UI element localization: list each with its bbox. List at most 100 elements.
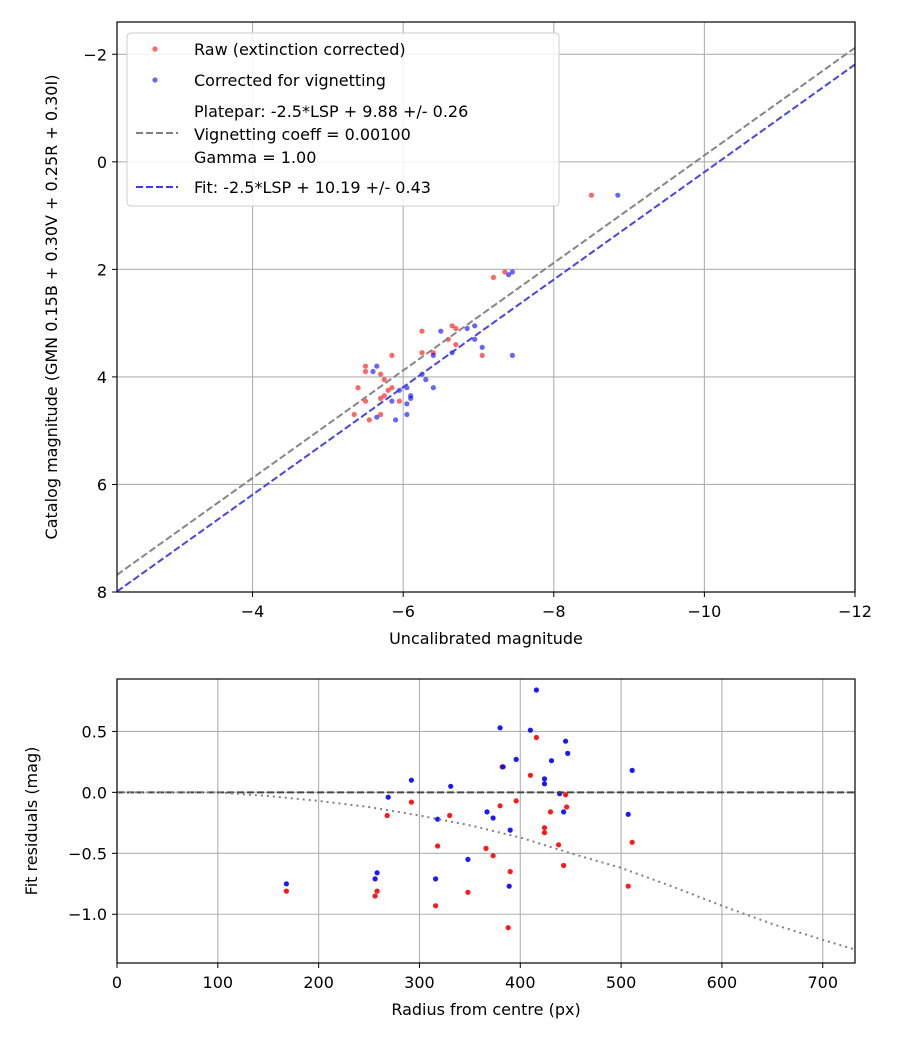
plot-area xyxy=(117,687,855,951)
data-point xyxy=(509,269,515,275)
y-tick-label: 0.0 xyxy=(82,783,107,802)
data-point xyxy=(541,776,548,782)
data-point xyxy=(355,385,361,391)
plot-frame xyxy=(116,678,856,964)
data-point xyxy=(507,869,513,875)
data-point xyxy=(472,323,478,329)
y-tick-label: 0 xyxy=(97,153,107,172)
data-point xyxy=(389,385,395,391)
data-point xyxy=(465,889,471,895)
data-point xyxy=(385,794,391,800)
data-point xyxy=(629,767,635,774)
y-tick-label: 4 xyxy=(97,368,107,387)
data-point xyxy=(615,192,621,198)
legend-label-fit: Fit: -2.5*LSP + 10.19 +/- 0.43 xyxy=(194,178,431,197)
data-point xyxy=(430,352,436,358)
data-point xyxy=(527,772,534,778)
data-point xyxy=(588,192,595,198)
data-point xyxy=(389,352,395,358)
data-point xyxy=(505,925,511,931)
data-point xyxy=(464,325,470,332)
data-point xyxy=(541,830,548,836)
x-tick-label: −12 xyxy=(838,602,872,621)
y-tick-label: −2 xyxy=(83,45,107,64)
data-point xyxy=(438,328,444,334)
data-point xyxy=(419,328,425,334)
data-point xyxy=(483,845,489,852)
data-point xyxy=(351,411,357,418)
data-point xyxy=(527,727,534,733)
data-point xyxy=(381,393,387,399)
data-point xyxy=(396,398,402,404)
data-point xyxy=(404,411,410,418)
series-line-3 xyxy=(117,791,855,951)
data-point xyxy=(447,812,453,819)
legend-label-platepar-line: Platepar: -2.5*LSP + 9.88 +/- 0.26 xyxy=(194,102,468,121)
data-point xyxy=(435,816,441,822)
x-axis-label: Uncalibrated magnitude xyxy=(389,629,583,648)
data-point xyxy=(430,385,436,391)
data-point xyxy=(433,876,439,882)
data-point xyxy=(507,827,513,833)
data-point xyxy=(374,888,380,894)
data-point xyxy=(433,903,439,909)
data-point xyxy=(384,812,390,819)
data-point xyxy=(378,395,384,401)
data-point xyxy=(449,323,455,329)
x-tick-label: −6 xyxy=(391,602,415,621)
y-tick-label: −1.0 xyxy=(68,905,107,924)
legend-box xyxy=(126,32,560,207)
legend-label-platepar-line: Gamma = 1.00 xyxy=(194,148,316,167)
data-point xyxy=(564,804,570,810)
y-axis-label: Catalog magnitude (GMN 0.15B + 0.30V + 0… xyxy=(42,75,61,540)
x-tick-label: 200 xyxy=(303,973,334,992)
data-point xyxy=(479,344,485,350)
data-point xyxy=(448,783,454,789)
data-point xyxy=(381,377,387,383)
data-point xyxy=(556,842,562,848)
legend-marker-raw xyxy=(152,46,158,52)
data-point xyxy=(513,798,519,804)
data-point xyxy=(283,888,289,894)
x-tick-label: −8 xyxy=(542,602,566,621)
data-point xyxy=(362,398,369,404)
data-point xyxy=(472,336,478,342)
residuals-chart: 0 100 200 300 400 500 600 700 −1.0 −0.5 0.0 0.5 Radi… xyxy=(22,678,856,1019)
y-tick-label: 0.5 xyxy=(82,722,107,741)
data-point xyxy=(479,352,485,358)
data-point xyxy=(561,862,567,869)
data-point xyxy=(497,725,503,731)
data-point xyxy=(435,843,441,849)
y-tick-label: −0.5 xyxy=(68,844,107,863)
plot-area xyxy=(117,46,855,592)
data-point xyxy=(490,853,496,859)
data-point xyxy=(362,363,369,369)
data-point xyxy=(465,856,471,863)
y-tick-label: 2 xyxy=(97,260,107,279)
data-point xyxy=(565,750,571,757)
data-point xyxy=(548,758,555,764)
data-point xyxy=(393,417,399,423)
data-point xyxy=(378,371,384,377)
data-point xyxy=(453,325,459,332)
data-point xyxy=(408,395,414,401)
legend: Raw (extinction corrected) Corrected for … xyxy=(126,32,560,207)
x-tick-label: 700 xyxy=(807,973,838,992)
data-point xyxy=(372,876,378,882)
data-point xyxy=(490,274,497,280)
data-point xyxy=(423,377,429,383)
legend-label-platepar-line: Vignetting coeff = 0.00100 xyxy=(194,125,411,144)
data-point xyxy=(370,368,376,375)
data-point xyxy=(484,809,490,815)
data-point xyxy=(629,839,635,845)
data-point xyxy=(502,269,508,275)
y-tick-label: 8 xyxy=(97,583,107,602)
data-point xyxy=(389,398,395,404)
data-point xyxy=(385,387,391,393)
data-point xyxy=(408,777,414,783)
data-point xyxy=(563,792,569,798)
series-line-2 xyxy=(117,46,855,576)
data-point xyxy=(374,414,380,420)
y-tick-label: 6 xyxy=(97,475,107,494)
data-point xyxy=(374,363,380,369)
